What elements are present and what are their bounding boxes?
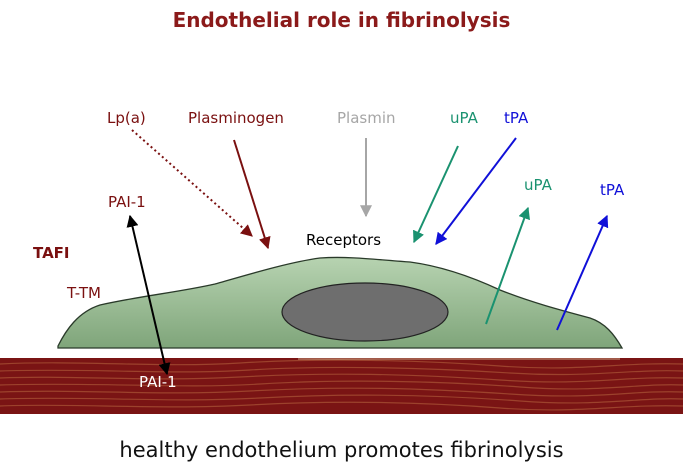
tissue-layer xyxy=(0,358,683,414)
tpa-in-arrow xyxy=(435,137,517,245)
label-pai1-top: PAI-1 xyxy=(108,193,146,211)
lpa-arrow xyxy=(131,129,253,237)
diagram-title: Endothelial role in fibrinolysis xyxy=(172,8,511,32)
label-upa-right: uPA xyxy=(524,176,552,194)
label-plasminogen: Plasminogen xyxy=(188,109,284,127)
label-tpa-right: tPA xyxy=(600,181,625,199)
label-receptors: Receptors xyxy=(306,231,382,249)
label-tafi: TAFI xyxy=(33,244,70,262)
tpa-out-arrow xyxy=(556,214,609,331)
label-upa-top: uPA xyxy=(450,109,478,127)
diagram-caption: healthy endothelium promotes fibrinolysi… xyxy=(119,438,564,462)
upa-in-arrow xyxy=(413,145,459,244)
pai1-arrow xyxy=(126,214,171,376)
plasminogen-arrow xyxy=(233,139,271,250)
label-tpa-top: tPA xyxy=(504,109,529,127)
upa-out-arrow xyxy=(485,206,530,325)
nucleus xyxy=(281,282,449,342)
label-lpa: Lp(a) xyxy=(107,109,146,127)
label-ttm: T-TM xyxy=(67,284,101,302)
label-plasmin: Plasmin xyxy=(337,109,396,127)
label-pai1-bottom: PAI-1 xyxy=(139,373,177,391)
